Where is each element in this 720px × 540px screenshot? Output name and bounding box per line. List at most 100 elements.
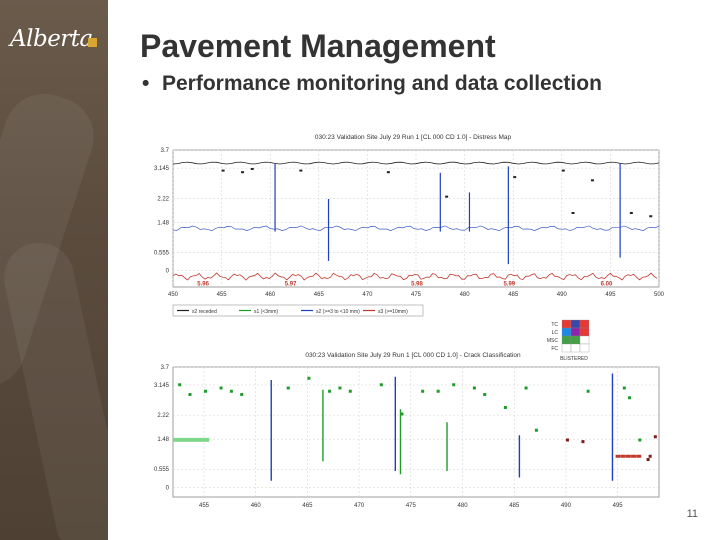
crack-mark [631,454,637,458]
crack-type-label: TC [551,322,558,328]
y-tick-label: 3.7 [161,148,170,154]
x-tick-label: 455 [199,503,210,509]
y-tick-label: 1.48 [157,220,169,226]
crack-mark [561,169,565,172]
x-tick-label: 490 [561,503,572,509]
crack-mark [629,211,633,214]
crack-mark [379,383,383,387]
crack-mark [590,179,594,182]
crack-mark [173,437,210,442]
y-tick-label: 2.22 [157,196,169,202]
crack-type-swatch [561,327,572,337]
crack-mark [219,386,223,390]
x-tick-label: 455 [217,292,228,298]
crack-mark [307,376,311,380]
crack-mark [622,386,626,390]
y-tick-label: 1.48 [157,437,169,443]
lane-trace [172,225,660,232]
crack-mark [649,215,653,218]
crack-mark [421,389,425,393]
station-label: 5.96 [197,281,209,287]
y-tick-label: 0.555 [154,467,170,473]
crack-type-swatch [579,319,590,329]
chart-title: 030:23 Validation Site July 29 Run 1 [CL… [305,352,521,359]
crack-mark [250,167,254,170]
x-tick-label: 480 [458,503,469,509]
station-label: 5.97 [285,281,297,287]
crack-mark [571,211,575,214]
x-tick-label: 470 [362,292,373,298]
y-tick-label: 3.145 [154,166,170,172]
crack-mark [534,428,538,432]
x-tick-label: 495 [605,292,616,298]
crack-mark [524,386,528,390]
crack-mark [229,389,233,393]
chart-title: 030:23 Validation Site July 29 Run 1 [CL… [315,134,512,141]
crack-mark [221,169,225,172]
legend-label: s1 (<3mm) [254,309,278,315]
crack-type-swatch [570,319,581,329]
crack-type-label: LC [552,330,559,336]
station-label: 5.99 [503,281,515,287]
crack-type-label: FC [551,346,558,352]
x-tick-label: 460 [265,292,276,298]
distress-trace [172,272,658,281]
x-tick-label: 470 [354,503,365,509]
crack-mark [286,386,290,390]
crack-mark [204,389,208,393]
legend-label: s2 receded [192,309,217,315]
x-tick-label: 475 [411,292,422,298]
x-tick-label: 475 [406,503,417,509]
legend-label: s2 (>=3 to <10 mm) [316,309,360,315]
crack-mark [188,393,192,396]
crack-mark [483,393,487,396]
crack-mark [445,195,449,198]
x-tick-label: 450 [168,292,179,298]
crack-mark [638,438,642,442]
crack-type-label: BLISTERED [560,356,588,362]
page-number: 11 [686,508,698,520]
crack-mark [178,383,182,387]
crack-mark [472,386,476,390]
slide-title: Pavement Management [140,28,496,64]
crack-type-swatch [561,319,572,329]
crack-mark [240,393,244,396]
x-tick-label: 500 [654,292,665,298]
crack-mark [586,389,590,393]
distress-map-chart: 030:23 Validation Site July 29 Run 1 [CL… [154,134,665,317]
crack-mark [338,386,342,390]
slide-sidebar: Alberta [0,0,108,540]
crack-mark [648,454,652,458]
crack-mark [400,412,404,416]
crack-mark [620,454,626,458]
crack-mark [386,171,390,174]
crack-mark [513,176,517,179]
crack-mark [328,389,332,393]
x-tick-label: 480 [460,292,471,298]
crack-mark [348,389,352,393]
plot-area [172,366,660,498]
y-tick-label: 3.145 [154,383,170,389]
bullet-item: • Performance monitoring and data collect… [142,72,602,96]
logo-accent-square [88,38,97,47]
x-tick-label: 465 [302,503,313,509]
crack-mark [299,169,303,172]
crack-mark [653,435,657,439]
y-tick-label: 2.22 [157,413,169,419]
crack-mark [503,406,507,409]
x-tick-label: 495 [613,503,624,509]
crack-mark [436,389,440,393]
crack-mark [581,440,585,444]
crack-mark [565,438,569,442]
crack-type-swatch [570,335,581,345]
x-tick-label: 485 [508,292,519,298]
crack-mark [241,171,245,174]
y-tick-label: 0 [166,269,170,275]
crack-type-label: MSC [547,338,559,344]
legend-label: s3 (>=10mm) [378,309,408,315]
station-label: 6.00 [601,281,613,287]
crack-mark [627,396,631,400]
x-tick-label: 485 [509,503,520,509]
crack-classification-chart: 030:23 Validation Site July 29 Run 1 [CL… [154,352,660,509]
